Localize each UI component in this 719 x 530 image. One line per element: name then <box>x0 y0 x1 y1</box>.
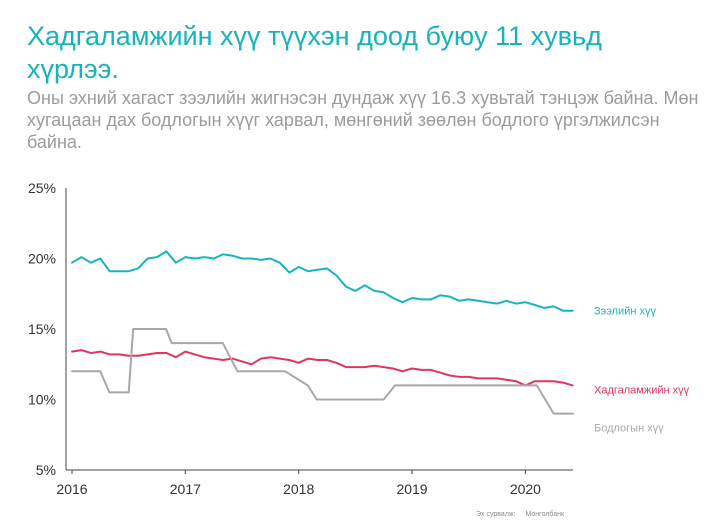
y-tick-label: 15% <box>28 321 56 337</box>
series-line <box>71 328 574 415</box>
series-label: Хадгаламжийн хүү <box>594 384 690 396</box>
series-line <box>71 250 574 312</box>
x-tick-label: 2016 <box>56 481 87 497</box>
series-layer <box>71 250 574 415</box>
y-axis: 5% 10% 15% 20% 25% <box>28 180 67 478</box>
source-label: Эх сурвалж: <box>476 511 516 518</box>
series-label: Зээлийн хүү <box>594 306 656 318</box>
chart-title: Хадгаламжийн хүү түүхэн доод буюу 11 хув… <box>27 21 602 84</box>
legend: Зээлийн хүү Хадгаламжийн хүү Бодлогын хүү <box>594 306 690 435</box>
series-line <box>71 349 574 387</box>
source-value: Монголбанк <box>525 511 565 518</box>
x-tick-label: 2018 <box>283 481 314 497</box>
y-tick-label: 10% <box>28 392 56 408</box>
chart-subtitle: Оны эхний хагаст зээлийн жигнэсэн дундаж… <box>27 88 699 152</box>
x-axis: 2016 2017 2018 2019 2020 <box>56 469 573 497</box>
source-note: Эх сурвалж: Монголбанк <box>476 511 564 518</box>
y-tick-label: 20% <box>28 251 56 267</box>
x-tick-label: 2020 <box>510 481 541 497</box>
x-tick-label: 2019 <box>396 481 427 497</box>
series-label: Бодлогын хүү <box>594 423 664 435</box>
x-tick-label: 2017 <box>170 481 201 497</box>
y-tick-label: 5% <box>36 462 56 478</box>
y-tick-label: 25% <box>28 180 56 196</box>
